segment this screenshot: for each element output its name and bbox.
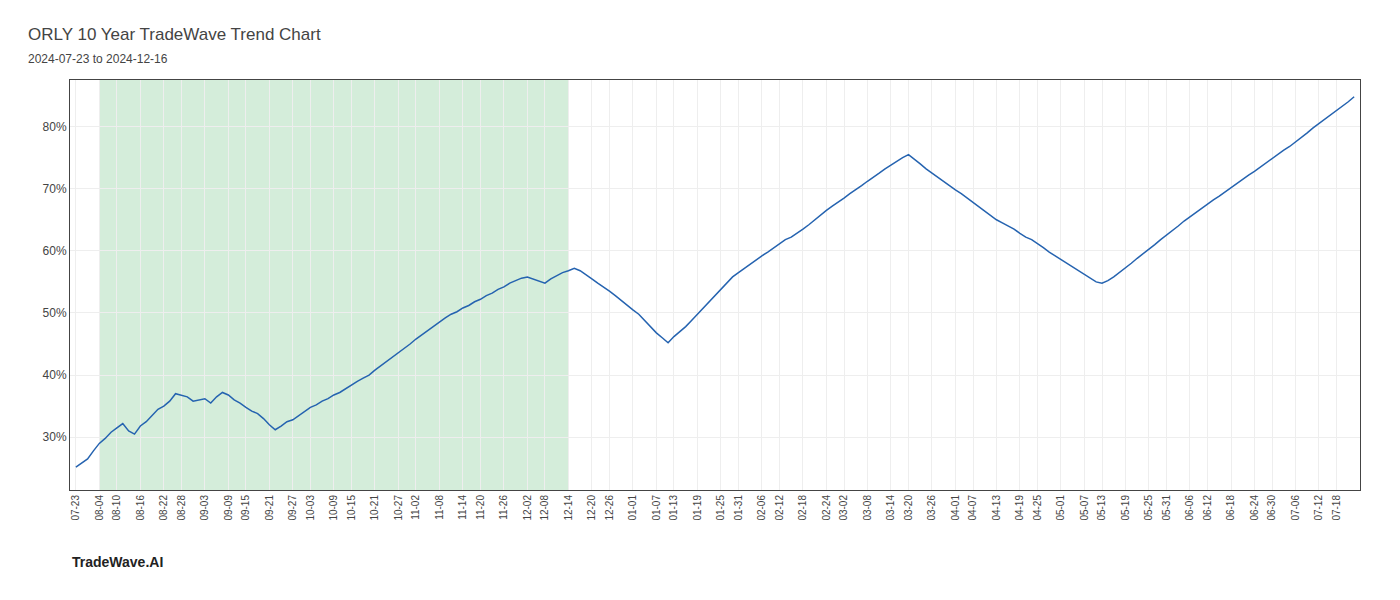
svg-text:10-27: 10-27 bbox=[393, 495, 404, 521]
svg-text:07-12: 07-12 bbox=[1313, 495, 1324, 521]
svg-text:60%: 60% bbox=[43, 244, 67, 258]
svg-text:40%: 40% bbox=[43, 368, 67, 382]
svg-text:03-14: 03-14 bbox=[885, 495, 896, 521]
svg-text:05-07: 05-07 bbox=[1079, 495, 1090, 521]
svg-text:01-13: 01-13 bbox=[668, 495, 679, 521]
svg-text:01-25: 01-25 bbox=[715, 495, 726, 521]
svg-text:01-07: 01-07 bbox=[651, 495, 662, 521]
svg-text:05-31: 05-31 bbox=[1161, 495, 1172, 521]
svg-text:12-20: 12-20 bbox=[586, 495, 597, 521]
svg-text:04-07: 04-07 bbox=[967, 495, 978, 521]
svg-text:30%: 30% bbox=[43, 430, 67, 444]
svg-text:12-08: 12-08 bbox=[539, 495, 550, 521]
svg-text:02-12: 02-12 bbox=[774, 495, 785, 521]
svg-text:06-18: 06-18 bbox=[1225, 495, 1236, 521]
svg-text:04-19: 04-19 bbox=[1014, 495, 1025, 521]
svg-text:04-01: 04-01 bbox=[950, 495, 961, 521]
svg-text:04-25: 04-25 bbox=[1032, 495, 1043, 521]
svg-text:02-06: 02-06 bbox=[756, 495, 767, 521]
svg-text:05-19: 05-19 bbox=[1120, 495, 1131, 521]
svg-text:01-19: 01-19 bbox=[692, 495, 703, 521]
svg-text:03-02: 03-02 bbox=[838, 495, 849, 521]
svg-text:11-20: 11-20 bbox=[475, 495, 486, 520]
svg-text:11-26: 11-26 bbox=[498, 495, 509, 520]
svg-text:09-09: 09-09 bbox=[223, 495, 234, 521]
svg-text:10-03: 10-03 bbox=[305, 495, 316, 521]
svg-text:09-15: 09-15 bbox=[240, 495, 251, 521]
svg-text:ORLY 10 Year TradeWave Trend C: ORLY 10 Year TradeWave Trend Chart bbox=[28, 25, 321, 44]
svg-text:11-08: 11-08 bbox=[434, 495, 445, 520]
svg-text:08-28: 08-28 bbox=[176, 495, 187, 521]
svg-text:09-03: 09-03 bbox=[199, 495, 210, 521]
svg-text:06-06: 06-06 bbox=[1184, 495, 1195, 521]
svg-text:2024-07-23 to 2024-12-16: 2024-07-23 to 2024-12-16 bbox=[28, 52, 168, 66]
svg-text:01-01: 01-01 bbox=[627, 495, 638, 521]
svg-text:70%: 70% bbox=[43, 182, 67, 196]
svg-text:10-21: 10-21 bbox=[369, 495, 380, 521]
svg-text:07-18: 07-18 bbox=[1331, 495, 1342, 521]
svg-text:05-01: 05-01 bbox=[1055, 495, 1066, 521]
svg-text:03-26: 03-26 bbox=[926, 495, 937, 521]
svg-text:03-20: 03-20 bbox=[903, 495, 914, 521]
svg-text:10-09: 10-09 bbox=[328, 495, 339, 521]
svg-text:07-06: 07-06 bbox=[1290, 495, 1301, 521]
svg-text:08-04: 08-04 bbox=[94, 495, 105, 521]
svg-text:50%: 50% bbox=[43, 306, 67, 320]
svg-text:08-22: 08-22 bbox=[158, 495, 169, 521]
svg-text:04-13: 04-13 bbox=[991, 495, 1002, 521]
svg-text:06-12: 06-12 bbox=[1202, 495, 1213, 521]
svg-text:08-16: 08-16 bbox=[135, 495, 146, 521]
svg-text:02-18: 02-18 bbox=[797, 495, 808, 521]
svg-text:11-14: 11-14 bbox=[457, 495, 468, 520]
svg-text:TradeWave.AI: TradeWave.AI bbox=[72, 554, 163, 570]
svg-text:06-24: 06-24 bbox=[1249, 495, 1260, 521]
svg-text:06-30: 06-30 bbox=[1266, 495, 1277, 521]
svg-text:05-13: 05-13 bbox=[1096, 495, 1107, 521]
svg-text:05-25: 05-25 bbox=[1143, 495, 1154, 521]
svg-text:08-10: 08-10 bbox=[111, 495, 122, 521]
svg-text:10-15: 10-15 bbox=[346, 495, 357, 521]
svg-text:11-02: 11-02 bbox=[410, 495, 421, 520]
svg-text:09-21: 09-21 bbox=[264, 495, 275, 521]
svg-text:12-26: 12-26 bbox=[604, 495, 615, 521]
svg-text:80%: 80% bbox=[43, 120, 67, 134]
svg-text:02-24: 02-24 bbox=[821, 495, 832, 521]
svg-text:12-14: 12-14 bbox=[563, 495, 574, 521]
svg-text:03-08: 03-08 bbox=[862, 495, 873, 521]
svg-text:01-31: 01-31 bbox=[733, 495, 744, 521]
svg-text:07-23: 07-23 bbox=[70, 495, 81, 521]
svg-text:09-27: 09-27 bbox=[287, 495, 298, 521]
svg-text:12-02: 12-02 bbox=[522, 495, 533, 521]
